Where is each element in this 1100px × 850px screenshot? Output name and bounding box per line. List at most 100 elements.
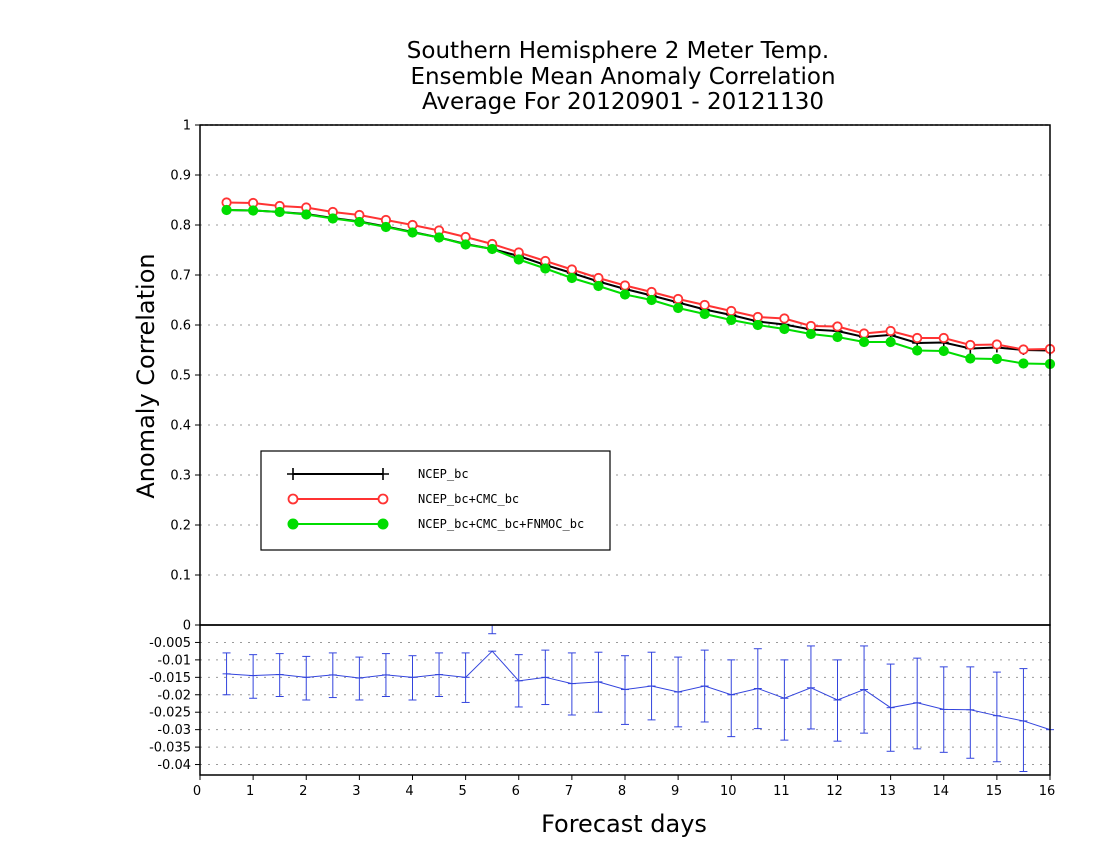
title-line-1: Southern Hemisphere 2 Meter Temp. — [407, 38, 829, 64]
x-tick-label: 7 — [565, 784, 573, 799]
data-point-NCEP_bc+CMC_bc+FNMOC_bc — [779, 323, 790, 335]
data-point-NCEP_bc+CMC_bc+FNMOC_bc — [380, 221, 392, 233]
data-point-NCEP_bc+CMC_bc+FNMOC_bc — [274, 206, 285, 218]
x-tick-label: 8 — [618, 784, 626, 799]
bottom-y-tick-label: -0.005 — [149, 636, 191, 651]
top-panel-gridlines — [200, 174, 1050, 576]
data-point-NCEP_bc+CMC_bc — [566, 264, 577, 275]
data-point-NCEP_bc+CMC_bc+FNMOC_bc — [407, 227, 418, 238]
legend-marker-NCEP_bc+CMC_bc — [377, 493, 389, 505]
x-tick-label: 6 — [512, 784, 520, 799]
legend-box — [260, 450, 611, 551]
data-point-NCEP_bc+CMC_bc+FNMOC_bc — [327, 213, 338, 224]
x-tick-label: 1 — [246, 784, 254, 799]
data-point-NCEP_bc+CMC_bc+FNMOC_bc — [938, 345, 949, 357]
series-line-NCEP_bc — [226, 209, 1051, 352]
data-point-NCEP_bc+CMC_bc — [965, 339, 976, 351]
data-point-NCEP_bc+CMC_bc+FNMOC_bc — [726, 314, 737, 326]
x-tick-label: 2 — [299, 784, 307, 799]
difference-line — [226, 650, 1051, 731]
data-point-NCEP_bc+CMC_bc — [619, 280, 631, 291]
data-point-NCEP_bc+CMC_bc+FNMOC_bc — [221, 204, 232, 216]
data-point-NCEP_bc+CMC_bc+FNMOC_bc — [248, 205, 259, 216]
data-point-NCEP_bc+CMC_bc — [699, 299, 710, 311]
bottom-y-tick-label: -0.015 — [149, 671, 191, 686]
legend-marker-NCEP_bc+CMC_bc — [287, 493, 299, 505]
data-point-NCEP_bc+CMC_bc — [938, 332, 949, 344]
legend-marker-NCEP_bc — [287, 468, 299, 480]
x-tick-label: 4 — [405, 784, 413, 799]
data-point-NCEP_bc+CMC_bc+FNMOC_bc — [832, 331, 843, 343]
data-point-NCEP_bc+CMC_bc+FNMOC_bc — [619, 289, 631, 300]
data-point-NCEP_bc+CMC_bc+FNMOC_bc — [1018, 358, 1029, 369]
bottom-y-tick-label: -0.025 — [149, 706, 191, 721]
data-point-NCEP_bc+CMC_bc+FNMOC_bc — [805, 328, 817, 340]
data-point-NCEP_bc+CMC_bc — [885, 325, 896, 337]
x-tick-label: 5 — [458, 784, 466, 799]
x-tick-label: 9 — [671, 784, 679, 799]
x-tick-label: 12 — [826, 784, 843, 799]
x-axis-label: Forecast days — [541, 810, 707, 838]
top-y-tick-label: 0.4 — [170, 419, 191, 434]
legend: NCEP_bc NCEP_bc+CMC_bc NCEP_bc+CMC_bc+FNMO… — [260, 450, 611, 551]
data-point-NCEP_bc+CMC_bc — [832, 321, 843, 332]
data-point-NCEP_bc+CMC_bc+FNMOC_bc — [566, 272, 577, 284]
data-point-NCEP_bc+CMC_bc+FNMOC_bc — [965, 353, 976, 364]
legend-marker-NCEP_bc+CMC_bc+FNMOC_bc — [377, 518, 389, 530]
chart-title: Southern Hemisphere 2 Meter Temp. Ensemb… — [407, 38, 836, 115]
bottom-y-tick-label: -0.035 — [149, 741, 191, 756]
data-point-NCEP_bc+CMC_bc+FNMOC_bc — [673, 302, 684, 314]
x-tick-label: 14 — [932, 784, 949, 799]
data-point-NCEP_bc+CMC_bc+FNMOC_bc — [433, 232, 445, 243]
data-point-NCEP_bc+CMC_bc — [779, 313, 790, 324]
legend-label-NCEP_bc: NCEP_bc — [418, 467, 469, 481]
bottom-y-tick-label: -0.04 — [157, 758, 191, 773]
data-point-NCEP_bc+CMC_bc — [1018, 344, 1029, 355]
bottom-y-tick-label: -0.02 — [157, 688, 191, 703]
data-point-NCEP_bc+CMC_bc+FNMOC_bc — [858, 336, 870, 348]
top-y-tick-label: 0.3 — [170, 469, 191, 484]
x-tick-label: 10 — [720, 784, 737, 799]
data-point-NCEP_bc+CMC_bc+FNMOC_bc — [912, 345, 923, 356]
top-y-tick-label: 0.1 — [170, 569, 191, 584]
top-panel-series — [221, 197, 1056, 370]
legend-label-NCEP_bc+CMC_bc: NCEP_bc+CMC_bc — [418, 492, 519, 506]
axis-ticks: 00.10.20.30.40.50.60.70.80.91-0.04-0.035… — [149, 119, 1055, 800]
series-line-NCEP_bc+CMC_bc — [226, 201, 1051, 351]
x-tick-label: 13 — [879, 784, 896, 799]
title-line-2: Ensemble Mean Anomaly Correlation — [410, 64, 835, 90]
legend-marker-NCEP_bc+CMC_bc+FNMOC_bc — [287, 518, 299, 530]
bottom-y-tick-label: -0.01 — [157, 653, 191, 668]
title-line-3: Average For 20120901 - 20121130 — [422, 89, 824, 115]
top-y-tick-label: 0.7 — [170, 269, 191, 284]
data-point-NCEP_bc+CMC_bc+FNMOC_bc — [752, 319, 763, 331]
x-tick-label: 0 — [193, 784, 201, 799]
data-point-NCEP_bc+CMC_bc+FNMOC_bc — [885, 336, 896, 348]
bottom-y-tick-label: -0.03 — [157, 723, 191, 738]
x-tick-label: 3 — [352, 784, 360, 799]
data-point-NCEP_bc+CMC_bc — [726, 305, 737, 317]
data-point-NCEP_bc+CMC_bc+FNMOC_bc — [354, 216, 365, 228]
data-point-NCEP_bc+CMC_bc+FNMOC_bc — [540, 263, 551, 274]
y-axis-label: Anomaly Correlation — [132, 253, 160, 498]
legend-marker-NCEP_bc — [377, 468, 389, 480]
data-point-NCEP_bc+CMC_bc+FNMOC_bc — [460, 239, 471, 250]
top-y-tick-label: 1 — [183, 119, 191, 134]
x-tick-label: 15 — [986, 784, 1003, 799]
data-point-NCEP_bc+CMC_bc+FNMOC_bc — [699, 308, 710, 320]
data-point-NCEP_bc+CMC_bc — [912, 332, 923, 344]
data-point-NCEP_bc+CMC_bc+FNMOC_bc — [487, 243, 498, 255]
top-y-tick-label: 0.2 — [170, 519, 191, 534]
top-y-tick-label: 0.9 — [170, 169, 191, 184]
legend-label-NCEP_bc+CMC_bc+FNMOC_bc: NCEP_bc+CMC_bc+FNMOC_bc — [418, 517, 584, 531]
data-point-NCEP_bc+CMC_bc+FNMOC_bc — [646, 294, 657, 306]
top-y-tick-label: 0.6 — [170, 319, 191, 334]
data-point-NCEP_bc+CMC_bc — [858, 328, 870, 339]
data-point-NCEP_bc+CMC_bc+FNMOC_bc — [991, 353, 1002, 365]
top-y-tick-label: 0.5 — [170, 369, 191, 384]
x-tick-label: 16 — [1039, 784, 1056, 799]
top-y-tick-label: 0 — [183, 619, 191, 634]
top-y-tick-label: 0.8 — [170, 219, 191, 234]
